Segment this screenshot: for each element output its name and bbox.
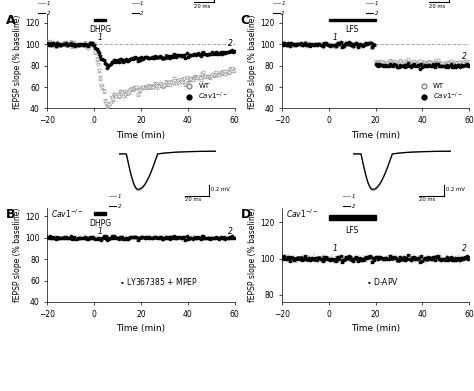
Text: 1: 1 [98, 226, 102, 235]
Text: 1: 1 [140, 1, 144, 6]
Text: $\bullet$ D-APV: $\bullet$ D-APV [366, 276, 399, 287]
Text: $Cav1^{-/-}$: $Cav1^{-/-}$ [286, 208, 319, 220]
Text: A: A [6, 14, 16, 27]
X-axis label: Time (min): Time (min) [117, 324, 165, 333]
Text: 2: 2 [140, 11, 144, 16]
Bar [94, 19, 106, 21]
Text: 1: 1 [332, 33, 337, 42]
Text: 1: 1 [281, 1, 285, 6]
Text: 2: 2 [118, 204, 121, 210]
Text: 2: 2 [46, 11, 50, 16]
Text: 1: 1 [352, 194, 356, 199]
Bar [329, 215, 375, 220]
Text: 0.2 mV: 0.2 mV [446, 187, 465, 192]
Y-axis label: fEPSP slope (% baseline): fEPSP slope (% baseline) [13, 14, 22, 109]
X-axis label: Time (min): Time (min) [117, 131, 165, 140]
Text: $Cav1^{-/-}$: $Cav1^{-/-}$ [51, 208, 84, 220]
Text: 1: 1 [46, 1, 50, 6]
Text: $\bullet$ LY367385 + MPEP: $\bullet$ LY367385 + MPEP [118, 276, 197, 287]
X-axis label: Time (min): Time (min) [351, 131, 400, 140]
Text: 20 ms: 20 ms [185, 197, 201, 202]
Text: 2: 2 [375, 11, 378, 16]
Text: 1: 1 [332, 244, 337, 253]
Text: 2: 2 [352, 204, 356, 210]
Text: LFS: LFS [346, 226, 359, 235]
Bar [329, 19, 375, 21]
Text: 2: 2 [462, 52, 467, 61]
Y-axis label: fEPSP slope (% baseline): fEPSP slope (% baseline) [248, 14, 257, 109]
Text: 20 ms: 20 ms [429, 4, 446, 9]
Legend: WT, $Cav1^{-/-}$: WT, $Cav1^{-/-}$ [180, 81, 231, 105]
Text: 2: 2 [228, 39, 232, 48]
Text: LFS: LFS [346, 25, 359, 34]
Bar [94, 212, 106, 215]
Text: DHPG: DHPG [89, 219, 111, 228]
Text: D: D [241, 208, 251, 221]
Text: 1: 1 [375, 1, 378, 6]
Text: C: C [241, 14, 250, 27]
Text: DHPG: DHPG [89, 25, 111, 34]
Text: 20 ms: 20 ms [194, 4, 211, 9]
Text: 2: 2 [462, 244, 467, 253]
Text: 2: 2 [228, 226, 232, 235]
Y-axis label: fEPSP slope (% baseline): fEPSP slope (% baseline) [248, 208, 257, 302]
Text: B: B [6, 208, 16, 221]
Y-axis label: fEPSP slope (% baseline): fEPSP slope (% baseline) [13, 208, 22, 302]
Text: 2: 2 [281, 11, 285, 16]
X-axis label: Time (min): Time (min) [351, 324, 400, 333]
Text: 0.2 mV: 0.2 mV [211, 187, 230, 192]
Legend: WT, $Cav1^{-/-}$: WT, $Cav1^{-/-}$ [414, 81, 466, 105]
Text: 1: 1 [98, 33, 102, 42]
Text: 1: 1 [118, 194, 121, 199]
Text: 20 ms: 20 ms [419, 197, 436, 202]
